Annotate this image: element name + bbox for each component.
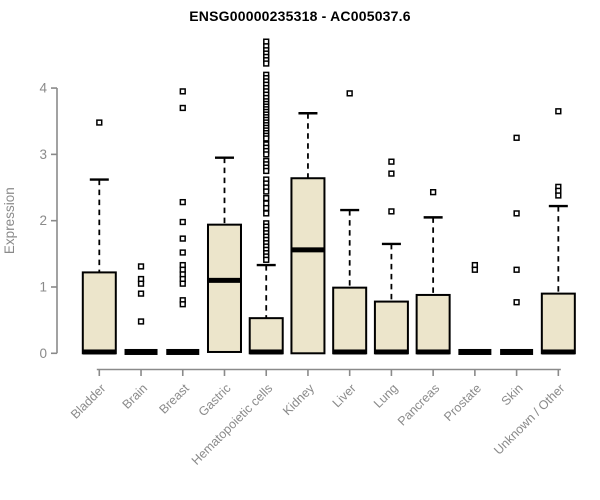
y-axis-label: Expression [2,187,17,254]
x-category-label: Lung [371,381,401,411]
box-iqr [290,177,326,355]
outlier-point [263,256,270,263]
y-tick-label: 0 [39,346,47,361]
x-category-label: Kidney [280,381,317,418]
outlier-point [137,263,145,270]
outlier-point [471,266,479,273]
box-iqr [373,300,409,355]
outlier-point [263,188,270,195]
x-category-label: Skin [499,381,526,408]
collapsed-box [166,348,200,355]
outlier-point [555,108,562,115]
x-category-label: Unknown / Other [491,381,567,457]
outlier-point [263,194,270,202]
outlier-point [179,218,186,226]
x-category-label: Liver [330,381,359,410]
box-iqr [206,223,242,353]
collapsed-box [500,348,534,355]
outlier-point [179,249,186,256]
x-category-label: Hematopoietic cells [189,381,276,468]
x-category-label: Prostate [441,381,484,424]
outlier-point [263,60,270,67]
outlier-point [179,104,186,112]
outlier-point [179,235,186,242]
median-line [374,349,408,355]
box-iqr [332,286,368,355]
outlier-point [179,280,186,287]
outlier-point [137,290,145,297]
y-tick-label: 4 [39,81,47,96]
x-category-label: Breast [156,381,192,417]
outlier-point [513,134,520,141]
outlier-point [388,170,395,177]
outlier-point [263,210,270,217]
outlier-point [388,208,395,215]
chart-title: ENSG00000235318 - AC005037.6 [189,8,411,24]
box-iqr [248,317,284,355]
box-iqr [540,292,576,355]
median-line [291,247,325,253]
outlier-point [137,280,145,287]
outlier-point [263,151,270,158]
median-line [249,349,283,355]
outlier-point [346,90,353,97]
outlier-point [555,192,562,199]
outlier-point [513,210,520,217]
outlier-point [263,204,270,212]
x-category-label: Pancreas [395,381,442,428]
box-iqr [81,271,117,355]
median-line [82,349,116,355]
x-category-label: Brain [120,381,151,412]
outlier-point [263,167,270,175]
collapsed-box [124,348,158,355]
box-iqr [415,293,451,355]
outlier-point [179,88,186,95]
median-line [333,349,367,355]
y-tick-label: 1 [39,279,47,294]
median-line [541,349,575,355]
collapsed-box [458,348,492,355]
outlier-point [429,189,437,196]
outlier-point [137,318,145,325]
median-line [207,277,241,283]
y-tick-label: 3 [39,147,47,162]
outlier-point [96,119,103,126]
outlier-point [513,299,520,306]
x-category-label: Bladder [68,381,108,421]
outlier-point [388,158,395,165]
outlier-point [263,135,270,142]
y-tick-label: 2 [39,213,47,228]
outlier-point [179,198,186,206]
median-line [416,349,450,355]
outlier-point [179,301,186,308]
x-category-label: Gastric [196,381,234,419]
outlier-point [513,266,520,273]
